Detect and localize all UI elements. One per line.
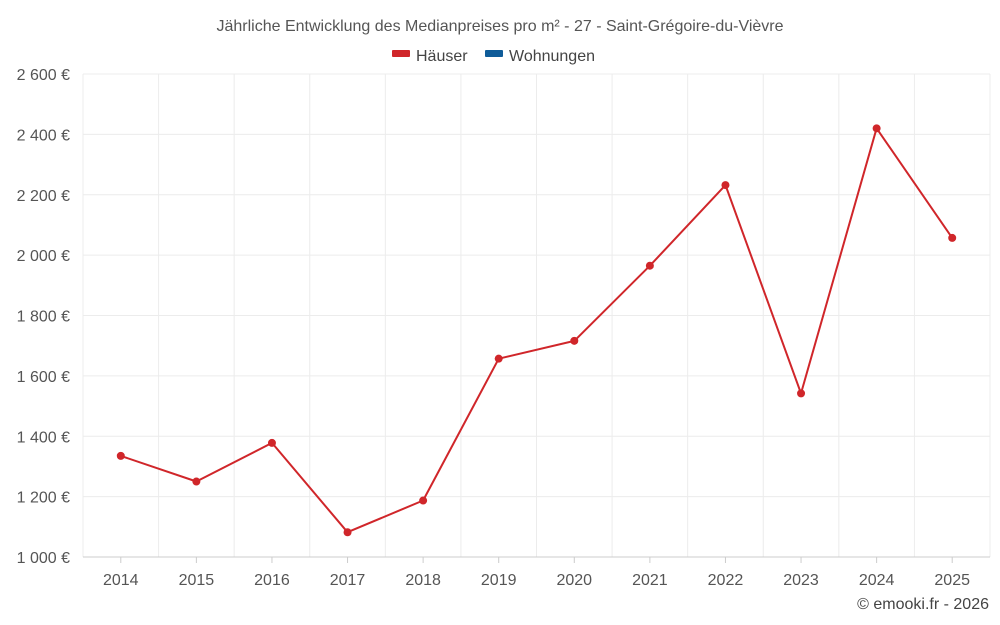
x-tick-label: 2019 [481,572,517,589]
x-tick-label: 2018 [405,572,441,589]
y-tick-label: 1 000 € [17,550,70,567]
series-line-0 [120,127,954,534]
x-tick-label: 2020 [556,572,592,589]
legend-swatch-wohnungen [485,50,503,57]
x-tick-label: 2023 [783,572,819,589]
y-tick-label: 1 800 € [17,309,70,326]
data-point[interactable] [494,354,503,363]
data-point[interactable] [645,261,654,270]
data-point[interactable] [192,477,201,486]
y-tick-label: 2 000 € [17,248,70,265]
legend-label-haeuser: Häuser [416,48,468,65]
data-point[interactable] [948,233,957,242]
x-tick-label: 2024 [859,572,895,589]
y-tick-label: 1 200 € [17,490,70,507]
credit-text: © emooki.fr - 2026 [857,596,989,613]
data-point[interactable] [721,181,730,190]
x-tick-label: 2014 [103,572,139,589]
legend: Häuser Wohnungen [392,48,595,65]
data-point[interactable] [343,528,352,537]
legend-item-wohnungen[interactable]: Wohnungen [485,48,595,65]
y-tick-label: 2 200 € [17,188,70,205]
data-point[interactable] [872,124,881,133]
data-point[interactable] [267,438,276,447]
y-tick-label: 2 600 € [17,67,70,84]
x-tick-label: 2016 [254,572,290,589]
data-point[interactable] [570,336,579,345]
chart-title: Jährliche Entwicklung des Medianpreises … [216,18,783,35]
legend-swatch-haeuser [392,50,410,57]
y-tick-label: 1 400 € [17,429,70,446]
legend-item-haeuser[interactable]: Häuser [392,48,468,65]
x-tick-label: 2025 [934,572,970,589]
legend-label-wohnungen: Wohnungen [509,48,595,65]
grid [82,73,991,557]
series-layer [116,124,957,537]
y-tick-label: 1 600 € [17,369,70,386]
data-point[interactable] [419,496,428,505]
x-tick-label: 2015 [179,572,215,589]
data-point[interactable] [797,389,806,398]
x-tick-label: 2021 [632,572,668,589]
y-tick-label: 2 400 € [17,127,70,144]
axes: 1 000 € 1 200 € 1 400 € 1 600 € 1 800 € 2 000… [17,67,990,589]
data-point[interactable] [116,451,125,460]
x-tick-label: 2022 [708,572,744,589]
x-tick-label: 2017 [330,572,366,589]
